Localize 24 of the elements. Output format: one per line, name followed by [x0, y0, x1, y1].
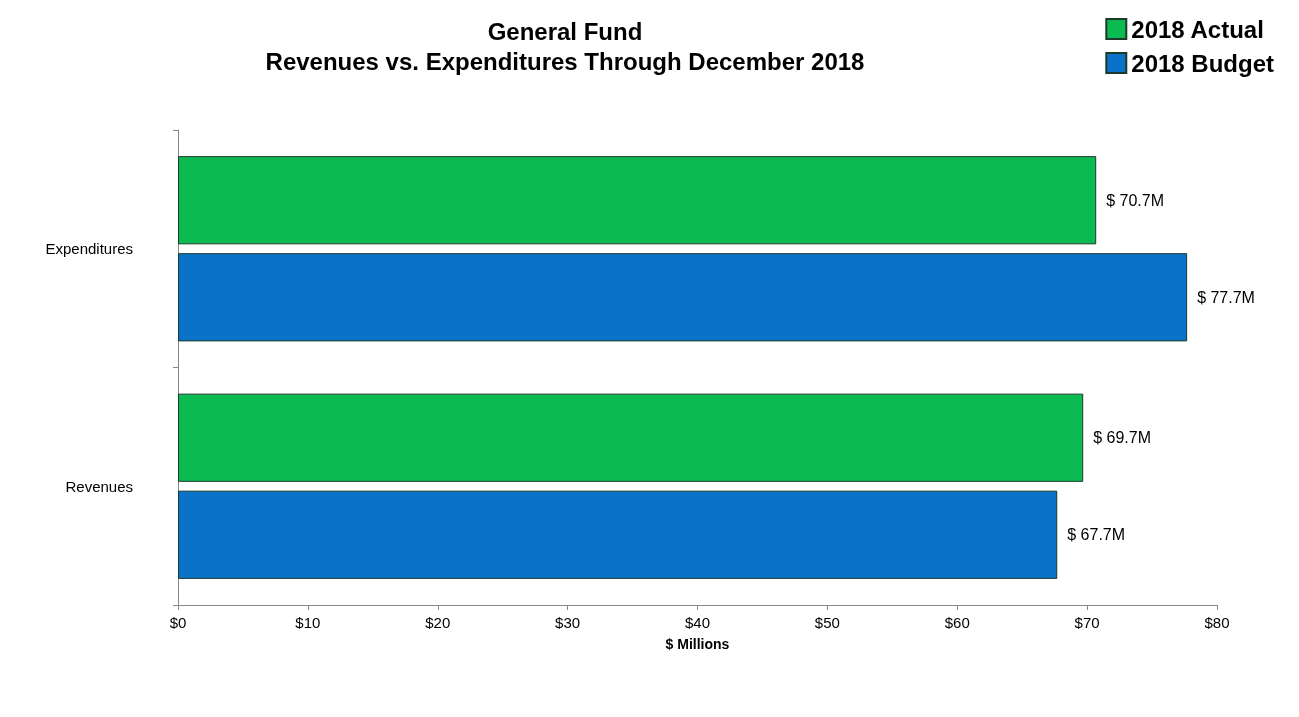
y-tick-label: Expenditures: [45, 240, 133, 258]
data-label: $ 67.7M: [1067, 526, 1126, 544]
x-tick-label: $50: [814, 614, 840, 631]
data-label: $ 77.7M: [1197, 288, 1255, 306]
bar: [178, 490, 1058, 579]
x-tick-label: $20: [425, 614, 451, 631]
y-tick-label: Revenues: [65, 477, 133, 495]
bar: [178, 253, 1188, 342]
chart-subtitle: Revenues vs. Expenditures Through December 2018: [265, 47, 865, 75]
x-tick-label: $80: [1204, 614, 1230, 631]
x-tick-label: $30: [555, 614, 581, 631]
data-label: $ 69.7M: [1093, 429, 1152, 447]
x-tick-label: $40: [684, 614, 711, 631]
legend-label: 2018 Actual: [1131, 15, 1264, 43]
x-tick-label: $60: [944, 614, 970, 631]
x-tick-label: $70: [1074, 614, 1100, 631]
legend-label: 2018 Budget: [1131, 49, 1275, 77]
x-tick-label: $10: [295, 614, 321, 631]
bar: [178, 156, 1097, 245]
bar: [178, 393, 1084, 482]
chart-title: General Fund: [487, 17, 643, 45]
x-tick-label: $0: [169, 614, 187, 631]
data-label: $ 70.7M: [1106, 191, 1165, 209]
x-axis-title: $ Millions: [665, 636, 730, 652]
